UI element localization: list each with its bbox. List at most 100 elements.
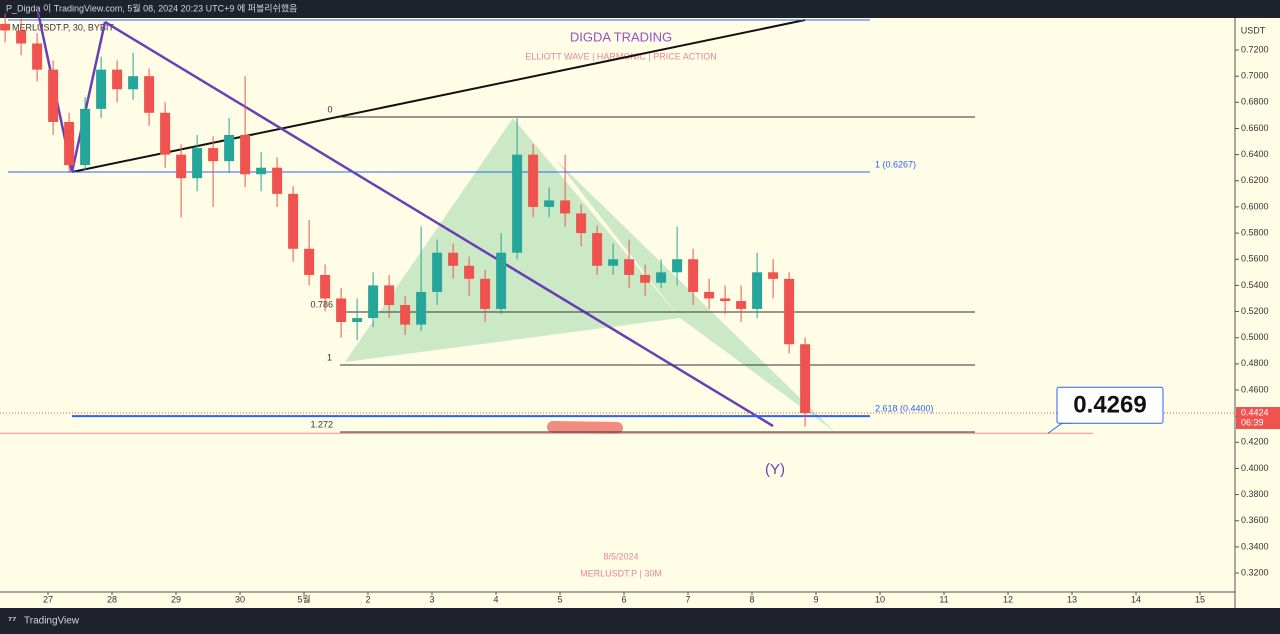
y-tick-label: 0.4600 xyxy=(1241,384,1269,394)
x-tick-label: 10 xyxy=(875,594,885,604)
candle-body xyxy=(496,252,507,309)
candle-body xyxy=(192,148,203,179)
fib-label: 0.786 xyxy=(310,299,333,309)
fib-label: 1 (0.6267) xyxy=(875,159,916,169)
x-tick-label: 12 xyxy=(1003,594,1013,604)
y-tick-label: 0.4800 xyxy=(1241,358,1269,368)
candle-body xyxy=(560,200,571,214)
bottom-bar xyxy=(0,608,1280,634)
candle-body xyxy=(624,259,635,275)
chart-title: DIGDA TRADING xyxy=(570,29,672,44)
candle-body xyxy=(256,167,267,175)
y-tick-label: 0.3800 xyxy=(1241,489,1269,499)
candle-body xyxy=(352,318,363,322)
footer: TradingView xyxy=(24,616,80,627)
y-tick-label: 0.5800 xyxy=(1241,227,1269,237)
candle-body xyxy=(528,154,539,207)
x-tick-label: 5 xyxy=(557,594,562,604)
candle-body xyxy=(336,298,347,322)
y-tick-label: 0.4000 xyxy=(1241,463,1269,473)
y-tick-label: 0.5600 xyxy=(1241,254,1269,264)
candle-body xyxy=(720,298,731,302)
candle-body xyxy=(432,252,443,292)
currency: USDT xyxy=(1241,25,1266,35)
fib-label: 0 xyxy=(327,104,332,114)
x-tick-label: 7 xyxy=(685,594,690,604)
trend-line xyxy=(104,20,774,428)
annotation: 8/5/2024 xyxy=(603,551,638,561)
y-tick-label: 0.5000 xyxy=(1241,332,1269,342)
candle-body xyxy=(16,30,27,44)
x-tick-label: 15 xyxy=(1195,594,1205,604)
annotation: (Y) xyxy=(765,461,785,478)
x-tick-label: 6 xyxy=(621,594,626,604)
y-tick-label: 0.6200 xyxy=(1241,175,1269,185)
logo: ⁷⁷ xyxy=(8,616,16,627)
callout-label: 0.4269 xyxy=(1073,392,1146,419)
y-tick-label: 0.3400 xyxy=(1241,541,1269,551)
x-tick-label: 27 xyxy=(43,594,53,604)
candle-body xyxy=(0,23,11,31)
y-tick-label: 0.7000 xyxy=(1241,71,1269,81)
candle-body xyxy=(608,259,619,266)
candle-body xyxy=(304,248,315,275)
x-tick-label: 9 xyxy=(813,594,818,604)
candle-body xyxy=(144,76,155,113)
candle-body xyxy=(96,69,107,109)
y-tick-label: 0.6400 xyxy=(1241,149,1269,159)
callout-box xyxy=(1056,386,1164,424)
y-tick-label: 0.6600 xyxy=(1241,123,1269,133)
candle-body xyxy=(736,301,747,309)
candle-body xyxy=(448,252,459,266)
y-tick-label: 0.6000 xyxy=(1241,201,1269,211)
candle-body xyxy=(768,272,779,279)
x-tick-label: 2 xyxy=(365,594,370,604)
y-tick-label: 0.7200 xyxy=(1241,44,1269,54)
candle-body xyxy=(160,112,171,155)
y-tick-label: 0.6800 xyxy=(1241,97,1269,107)
candle-body xyxy=(384,285,395,305)
fib-label: 1 xyxy=(327,352,332,362)
candle-body xyxy=(688,259,699,292)
candle-body xyxy=(80,108,91,166)
fib-label: 2.618 (0.4400) xyxy=(875,404,934,414)
candle-body xyxy=(368,285,379,319)
candle-body xyxy=(416,291,427,325)
candle-body xyxy=(128,76,139,90)
x-tick-label: 28 xyxy=(107,594,117,604)
candle-body xyxy=(112,69,123,90)
y-tick-label: 0.4200 xyxy=(1241,437,1269,447)
symbol: MERLUSDT.P, 30, BYBIT xyxy=(12,22,114,32)
x-tick-label: 5월 xyxy=(297,593,310,604)
last-price-box xyxy=(1236,407,1280,430)
candle-body xyxy=(208,148,219,162)
candle-body xyxy=(32,43,43,70)
candle-body xyxy=(672,259,683,273)
subtitle: ELLIOTT WAVE | HARMONIC | PRICE ACTION xyxy=(525,51,717,61)
candle-body xyxy=(544,200,555,207)
candle-body xyxy=(288,193,299,249)
x-tick-label: 4 xyxy=(493,594,498,604)
top-bar xyxy=(0,0,1280,18)
x-tick-label: 13 xyxy=(1067,594,1077,604)
candle-body xyxy=(176,154,187,179)
candle-body xyxy=(800,344,811,414)
candle-body xyxy=(240,135,251,175)
x-tick-label: 29 xyxy=(171,594,181,604)
y-tick-label: 0.3200 xyxy=(1241,567,1269,577)
candle-body xyxy=(224,135,235,162)
candle-body xyxy=(576,213,587,234)
candle-body xyxy=(704,291,715,299)
candle-body xyxy=(784,278,795,345)
plot-bg xyxy=(0,18,1280,608)
candle-body xyxy=(48,69,59,122)
trend-line xyxy=(71,19,806,173)
header: P_Digda 이 TradingView.com, 5월 08, 2024 2… xyxy=(6,2,297,13)
candle-body xyxy=(640,274,651,283)
annotation: MERLUSDT.P | 30M xyxy=(580,568,662,578)
highlight xyxy=(547,421,623,434)
fib-label: 1.272 xyxy=(310,419,333,429)
candle-body xyxy=(400,305,411,325)
